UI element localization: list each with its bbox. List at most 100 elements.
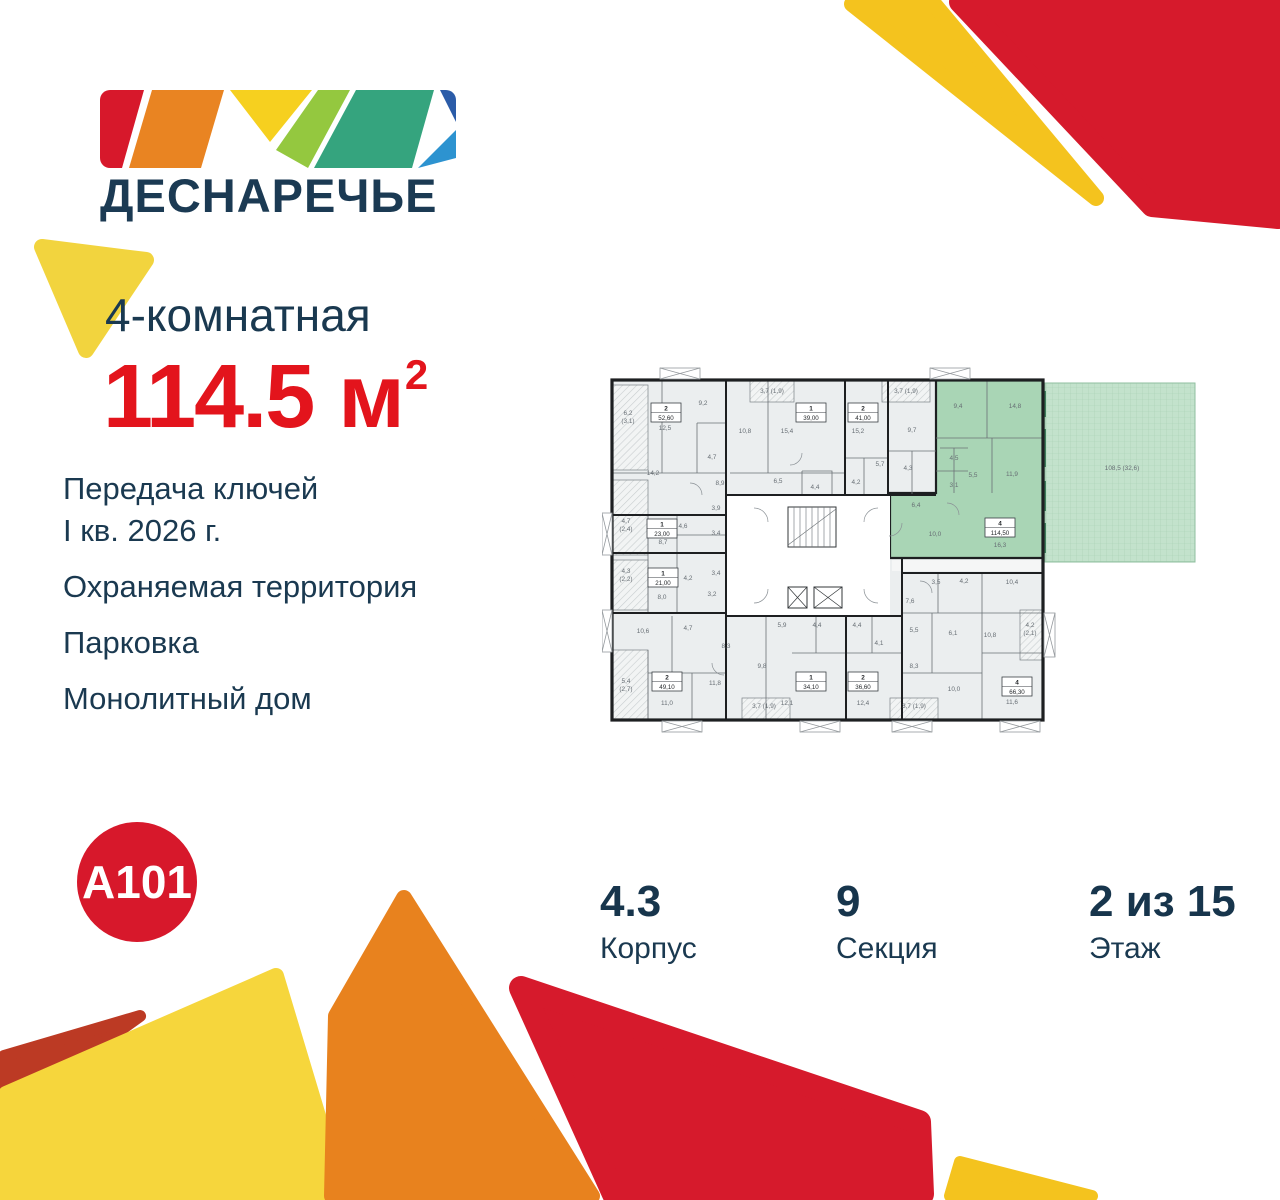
apartment-label: 4 114,50 <box>984 517 1016 538</box>
feature-item-0: Передача ключей I кв. 2026 г. <box>63 471 319 548</box>
svg-text:49,10: 49,10 <box>659 684 675 691</box>
room-label: (2,4) <box>619 526 632 533</box>
decor-bottom-red-shape <box>509 976 934 1200</box>
svg-text:1: 1 <box>809 406 813 413</box>
apartment-label: 252,60 <box>650 402 682 423</box>
stairs <box>787 506 837 548</box>
room-label: 10,6 <box>637 628 650 635</box>
room-label: 11,0 <box>661 700 673 707</box>
room-label: 9,7 <box>908 427 917 434</box>
room-label: 4,6 <box>679 523 688 530</box>
room-label: 4,3 <box>622 568 631 575</box>
building-value: 4.3 <box>600 877 662 926</box>
room-label: 8,3 <box>910 663 919 670</box>
decor-heading-yellow-triangle <box>34 239 154 358</box>
room-label: 4,7 <box>708 454 717 461</box>
room-label: 5,9 <box>778 622 787 629</box>
elevators <box>787 586 843 609</box>
section-label: Секция <box>836 932 938 965</box>
decor-bottom-gold-shape <box>944 1156 1098 1200</box>
room-label: 7,6 <box>906 598 915 605</box>
apartment-label: 241,00 <box>847 402 879 423</box>
apartment-label: 139,00 <box>795 402 827 423</box>
area-headline: 114.5 м2 <box>103 352 428 442</box>
window-symbols <box>602 367 1056 733</box>
room-label: 8,7 <box>659 539 668 546</box>
svg-text:1: 1 <box>809 675 813 682</box>
svg-text:2: 2 <box>665 675 669 682</box>
room-label: 5,5 <box>969 472 978 479</box>
apartment-label: 466,30 <box>1001 676 1033 697</box>
room-label: (2,1) <box>1023 630 1036 637</box>
feature-list: Передача ключей I кв. 2026 г. Охраняемая … <box>63 468 563 734</box>
room-label: 5,4 <box>622 678 631 685</box>
room-label: 4,7 <box>622 518 631 525</box>
room-label: 11,8 <box>709 680 721 687</box>
room-label: 3,5 <box>932 579 941 586</box>
room-label: 3,4 <box>712 570 721 577</box>
room-label: 8,3 <box>722 643 731 650</box>
room-label: 8,0 <box>658 594 667 601</box>
room-label: 3,9 <box>712 505 721 512</box>
svg-text:2: 2 <box>861 406 865 413</box>
apartment-label: 123,00 <box>646 518 678 539</box>
area-superscript: 2 <box>404 351 429 398</box>
apartment-label: 121,00 <box>647 567 679 588</box>
brand-name: ДЕСНАРЕЧЬЕ <box>100 169 438 222</box>
room-label: 4,1 <box>875 640 884 647</box>
room-label: 3,7 (1,9) <box>894 388 918 395</box>
room-label: 6,5 <box>774 478 783 485</box>
room-label: 3,7 (1,9) <box>902 703 926 710</box>
room-label: 14,8 <box>1009 403 1022 410</box>
brand-logo: ДЕСНАРЕЧЬЕ <box>100 90 480 219</box>
floor-label: Этаж <box>1089 932 1161 965</box>
room-label: 15,2 <box>852 428 865 435</box>
room-label: 16,3 <box>994 542 1007 549</box>
svg-text:1: 1 <box>660 522 664 529</box>
room-label: (2,2) <box>619 576 632 583</box>
room-label: 6,2 <box>624 410 633 417</box>
room-label: 6,4 <box>912 502 921 509</box>
room-label: 3,7 (1,9) <box>760 388 784 395</box>
door-arcs <box>689 452 960 676</box>
area-value: 114.5 <box>103 347 315 447</box>
room-label: 12,5 <box>659 425 672 432</box>
apartment-label: 236,60 <box>847 671 879 692</box>
feature-item-3: Монолитный дом <box>63 681 312 716</box>
svg-text:1: 1 <box>661 571 665 578</box>
room-label: 3,4 <box>712 530 721 537</box>
interior-walls <box>612 380 1043 720</box>
decor-bottom-yellow-shape <box>0 968 350 1200</box>
svg-text:52,60: 52,60 <box>658 415 674 422</box>
svg-text:2: 2 <box>861 675 865 682</box>
footer-floor: 2 из 15 Этаж <box>1089 880 1236 966</box>
decor-top-red-shape <box>949 0 1280 229</box>
room-label: 5,7 <box>876 461 885 468</box>
room-label: 10,8 <box>984 632 997 639</box>
apartment-label: 249,10 <box>651 671 683 692</box>
room-label: 4,4 <box>813 622 822 629</box>
developer-logo-text: А101 <box>82 856 192 908</box>
room-label: (2,7) <box>619 686 632 693</box>
room-label: 10,0 <box>929 531 942 538</box>
room-label: 8,9 <box>716 480 725 487</box>
room-label: 108,5 (32,6) <box>1105 465 1139 472</box>
room-area-labels: 6,2(3,1)12,59,24,714,28,93,7 (1,9)10,8 15… <box>619 388 1139 710</box>
room-label: 14,2 <box>647 470 660 477</box>
room-label: 4,7 <box>684 625 693 632</box>
room-label: 3,1 <box>950 482 959 489</box>
brand-logo-icon <box>100 90 456 168</box>
svg-text:21,00: 21,00 <box>655 580 671 587</box>
svg-text:41,00: 41,00 <box>855 415 871 422</box>
section-value: 9 <box>836 877 861 926</box>
feature-item-2: Парковка <box>63 625 199 660</box>
room-label: (3,1) <box>621 418 634 425</box>
room-label: 10,4 <box>1006 579 1019 586</box>
room-label: 9,2 <box>699 400 708 407</box>
footer-section: 9 Секция <box>836 880 938 966</box>
floor-plan: 6,2 (3,1) 12,5 9,2 4,7 14,2 8,9 3,7 (1,9) 10,8 15… <box>602 363 1207 735</box>
room-label: 6,1 <box>949 630 958 637</box>
building-label: Корпус <box>600 932 697 965</box>
decor-top-yellow-shape <box>844 0 1104 206</box>
svg-text:34,10: 34,10 <box>803 684 819 691</box>
